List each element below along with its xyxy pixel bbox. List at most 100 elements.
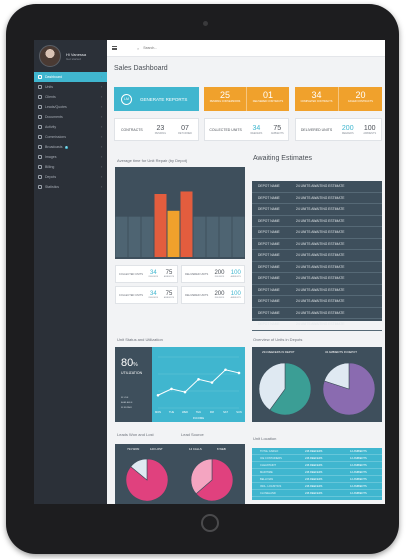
source-web: 8 WEB (217, 447, 226, 451)
chevron-right-icon: › (100, 165, 102, 169)
estimate-row[interactable]: DEPOT NAME 24 UNITS AWAITING ESTIMATE (252, 204, 382, 216)
contracts-stat-card[interactable]: CONTRACTS 23 PENDING 07 RETURNED (114, 118, 199, 141)
location-reefers: 246 REEFERS (305, 484, 323, 488)
screen: Hi Vanessa Get started Dashboard › Units › C… (34, 40, 385, 504)
location-ambients: 12 AMBIENTS (350, 456, 367, 460)
location-row[interactable]: CLEANTAINT 246 REEFERS 12 AMBIENTS (252, 462, 382, 469)
leads-lost: 120 LOST (150, 447, 163, 451)
mini-stat-card[interactable]: DELIVERED UNITS 200 REEFERS 100 AMBIENTS (181, 265, 245, 283)
sidebar-item-dashboard[interactable]: Dashboard › (34, 72, 107, 82)
sidebar-item-activity[interactable]: Activity › (34, 122, 107, 132)
sidebar-item-label: Commissions (45, 135, 67, 139)
sidebar-item-clients[interactable]: Clients › (34, 92, 107, 102)
location-row[interactable]: ICE CONTAINERS 246 REEFERS 12 AMBIENTS (252, 455, 382, 462)
search-input[interactable] (141, 45, 206, 51)
collected-units-stat-card[interactable]: COLLECTED UNITS 34 REEFERS 75 AMBIENTS (204, 118, 289, 141)
x-tick-label: TUE (169, 410, 174, 414)
contracts-summary-tile[interactable]: 25 PENDING CONVERSIONS 01 DELIVERED CONT… (204, 87, 289, 111)
sidebar-item-label: Broadcasts (45, 145, 63, 149)
location-row[interactable]: BELLIVIAN 246 REEFERS 12 AMBIENTS (252, 476, 382, 483)
billing-icon (38, 165, 42, 169)
orange-cell: 01 DELIVERED CONTRACTS (247, 87, 289, 111)
sidebar-item-depots[interactable]: Depots › (34, 172, 107, 182)
stat-value: 34 REEFERS (250, 124, 263, 135)
sidebar-item-billing[interactable]: Billing › (34, 162, 107, 172)
estimate-row[interactable]: DEPOT NAME 24 UNITS AWAITING ESTIMATE (252, 181, 382, 193)
location-ambients: 12 AMBIENTS (350, 463, 367, 467)
estimate-row[interactable]: DEPOT NAME 24 UNITS AWAITING ESTIMATE (252, 285, 382, 296)
legend-item: AVAILABLE (121, 402, 133, 404)
stat-value: 23 PENDING (154, 124, 167, 135)
estimate-row[interactable]: DEPOT NAME 24 UNITS AWAITING ESTIMATE (252, 193, 382, 204)
sidebar-item-broadcasts[interactable]: Broadcasts 4 › (34, 142, 107, 152)
estimate-row[interactable]: DEPOT NAME 24 UNITS AWAITING ESTIMATE (252, 239, 382, 250)
sidebar-item-leads-quotes[interactable]: Leads/Quotes › (34, 102, 107, 112)
location-row[interactable]: INCL. LOGISTICS 246 REEFERS 12 AMBIENTS (252, 483, 382, 490)
sidebar-nav: Dashboard › Units › Clients › Leads/Quotes › Doc… (34, 72, 107, 192)
sidebar-item-label: Clients (45, 95, 56, 99)
stat-label: CONTRACTS (120, 127, 143, 132)
mini-stat-value: 200 REEFERS (214, 269, 225, 278)
overview-pies-svg (258, 362, 376, 416)
leads-pie-slice (130, 458, 148, 481)
delivered-units-stat-card[interactable]: DELIVERED UNITS 200 REEFERS 100 AMBIENTS (295, 118, 382, 141)
depot-name: DEPOT NAME (258, 253, 280, 258)
generate-reports-button[interactable]: LM GENERATE REPORTS (114, 87, 199, 111)
pending-conversions-label: PENDING CONVERSIONS (209, 100, 241, 103)
estimate-value: 24 UNITS AWAITING ESTIMATE (296, 310, 345, 315)
location-row[interactable]: TOTAL CARGO 246 REEFERS 12 AMBIENTS (252, 448, 382, 455)
depot-name: DEPOT NAME (258, 322, 280, 327)
estimate-row[interactable]: DEPOT NAME 24 UNITS AWAITING ESTIMATE (252, 262, 382, 273)
mini-stat-card[interactable]: COLLECTED UNITS 34 REEFERS 75 AMBIENTS (115, 286, 178, 304)
sidebar-item-documents[interactable]: Documents › (34, 112, 107, 122)
estimate-row[interactable]: DEPOT NAME 24 UNITS AWAITING ESTIMATE (252, 216, 382, 227)
estimate-row[interactable]: DEPOT NAME 24 UNITS AWAITING ESTIMATE (252, 227, 382, 239)
sidebar-item-statistics[interactable]: Statistics › (34, 182, 107, 192)
mini-stat-value: 34 REEFERS (148, 269, 159, 278)
location-name: INCL. LOGISTICS (260, 484, 282, 488)
utilization-point (210, 381, 214, 384)
repair-bar (115, 216, 128, 257)
orange-cell: 34 COMPLETED CONTRACTS (295, 87, 339, 111)
location-row[interactable]: MARITIME 246 REEFERS 12 AMBIENTS (252, 469, 382, 476)
avatar[interactable] (39, 45, 61, 67)
profile[interactable]: Hi Vanessa Get started (34, 40, 107, 72)
camera-icon (203, 21, 208, 26)
utilization-point (224, 368, 227, 372)
page-title: Sales Dashboard (114, 65, 168, 72)
sidebar-item-units[interactable]: Units › (34, 82, 107, 92)
repair-bar (206, 216, 219, 257)
sidebar-item-label: Billing (45, 165, 55, 169)
leads-title: Leads Won and Lost (117, 432, 154, 437)
sidebar: Hi Vanessa Get started Dashboard › Units › C… (34, 40, 107, 504)
sidebar-item-images[interactable]: Images › (34, 152, 107, 162)
sidebar-item-commissions[interactable]: Commissions › (34, 132, 107, 142)
depot-name: DEPOT NAME (258, 184, 280, 189)
estimate-row[interactable]: DEPOT NAME 24 UNITS AWAITING ESTIMATE (252, 308, 382, 319)
tablet-device: Hi Vanessa Get started Dashboard › Units › C… (6, 4, 399, 554)
menu-icon[interactable] (112, 46, 117, 50)
estimate-row[interactable]: DEPOT NAME 24 UNITS AWAITING ESTIMATE (252, 250, 382, 262)
location-row[interactable]: CLOSELAND 246 REEFERS 12 AMBIENTS (252, 490, 382, 497)
location-reefers: 246 REEFERS (305, 463, 323, 467)
notification-badge: 4 (64, 145, 68, 149)
leads-won: 734 WON (127, 447, 140, 451)
estimate-value: 24 UNITS AWAITING ESTIMATE (296, 184, 345, 189)
pending-conversions-count: 25 (219, 90, 230, 100)
repair-bar (180, 191, 193, 257)
mini-stat-card[interactable]: COLLECTED UNITS 34 REEFERS 75 AMBIENTS (115, 265, 178, 283)
estimate-row[interactable]: DEPOT NAME 24 UNITS AWAITING ESTIMATE (252, 319, 382, 331)
repair-bar-chart (115, 167, 245, 259)
search-icon[interactable]: ⌕ (137, 45, 140, 51)
home-button[interactable] (201, 514, 219, 532)
reefers-pie-slice (269, 362, 312, 416)
mini-stat-value: 100 AMBIENTS (230, 269, 241, 278)
mini-stat-card[interactable]: DELIVERED UNITS 200 REEFERS 100 AMBIENTS (181, 286, 245, 304)
leads-pie-slice (125, 458, 169, 502)
completed-summary-tile[interactable]: 34 COMPLETED CONTRACTS 20 FAILED CONTRAC… (295, 87, 382, 111)
depot-name: DEPOT NAME (258, 230, 280, 235)
estimate-value: 24 UNITS AWAITING ESTIMATE (296, 207, 345, 212)
estimate-row[interactable]: DEPOT NAME 24 UNITS AWAITING ESTIMATE (252, 273, 382, 285)
completed-contracts-label: COMPLETED CONTRACTS (300, 100, 333, 103)
estimate-row[interactable]: DEPOT NAME 24 UNITS AWAITING ESTIMATE (252, 296, 382, 308)
